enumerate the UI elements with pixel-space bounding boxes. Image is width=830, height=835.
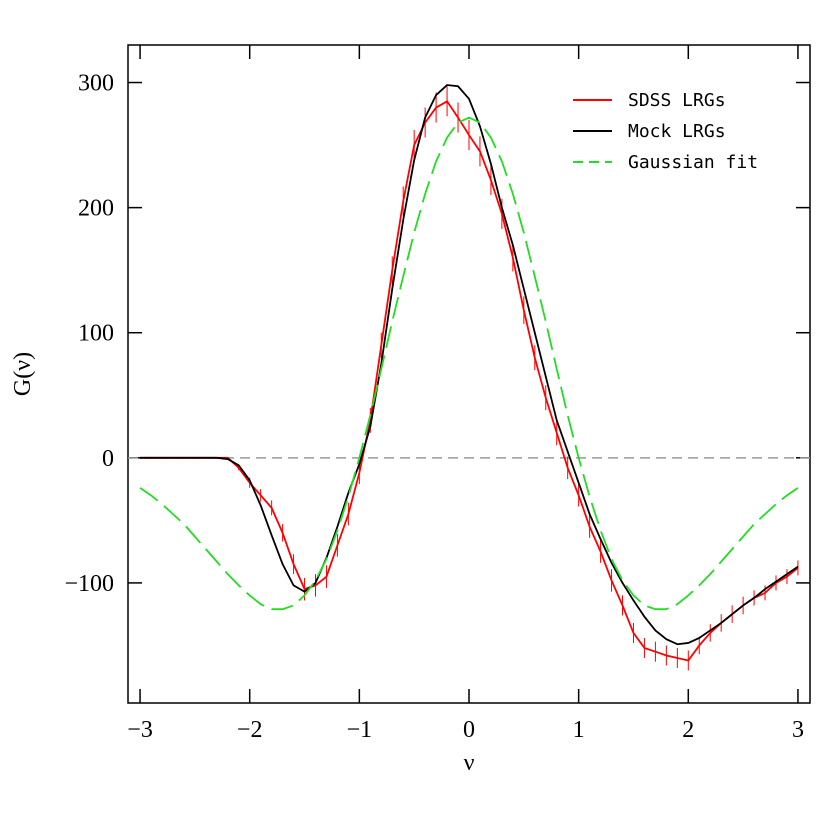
x-tick-label: −1 [347,717,373,743]
x-tick-label: −3 [127,717,153,743]
x-tick-label: 1 [573,717,585,743]
y-tick-label: 100 [78,321,114,347]
legend-label: Mock LRGs [628,121,726,142]
series-line [140,84,799,646]
y-tick-label: 0 [102,446,114,472]
x-tick-label: 2 [682,717,694,743]
x-tick-label: −2 [237,717,263,743]
y-tick-label: 200 [78,196,114,222]
y-tick-label: 300 [78,71,114,97]
legend-label: Gaussian fit [628,152,758,173]
x-tick-label: 3 [792,717,804,743]
y-axis-label: G(ν) [10,352,36,396]
series-line [139,116,799,611]
y-tick-label: −100 [64,571,114,597]
x-tick-label: 0 [463,717,475,743]
x-axis-label: ν [464,750,475,776]
series-line [140,100,799,662]
legend-label: SDSS LRGs [628,90,726,111]
